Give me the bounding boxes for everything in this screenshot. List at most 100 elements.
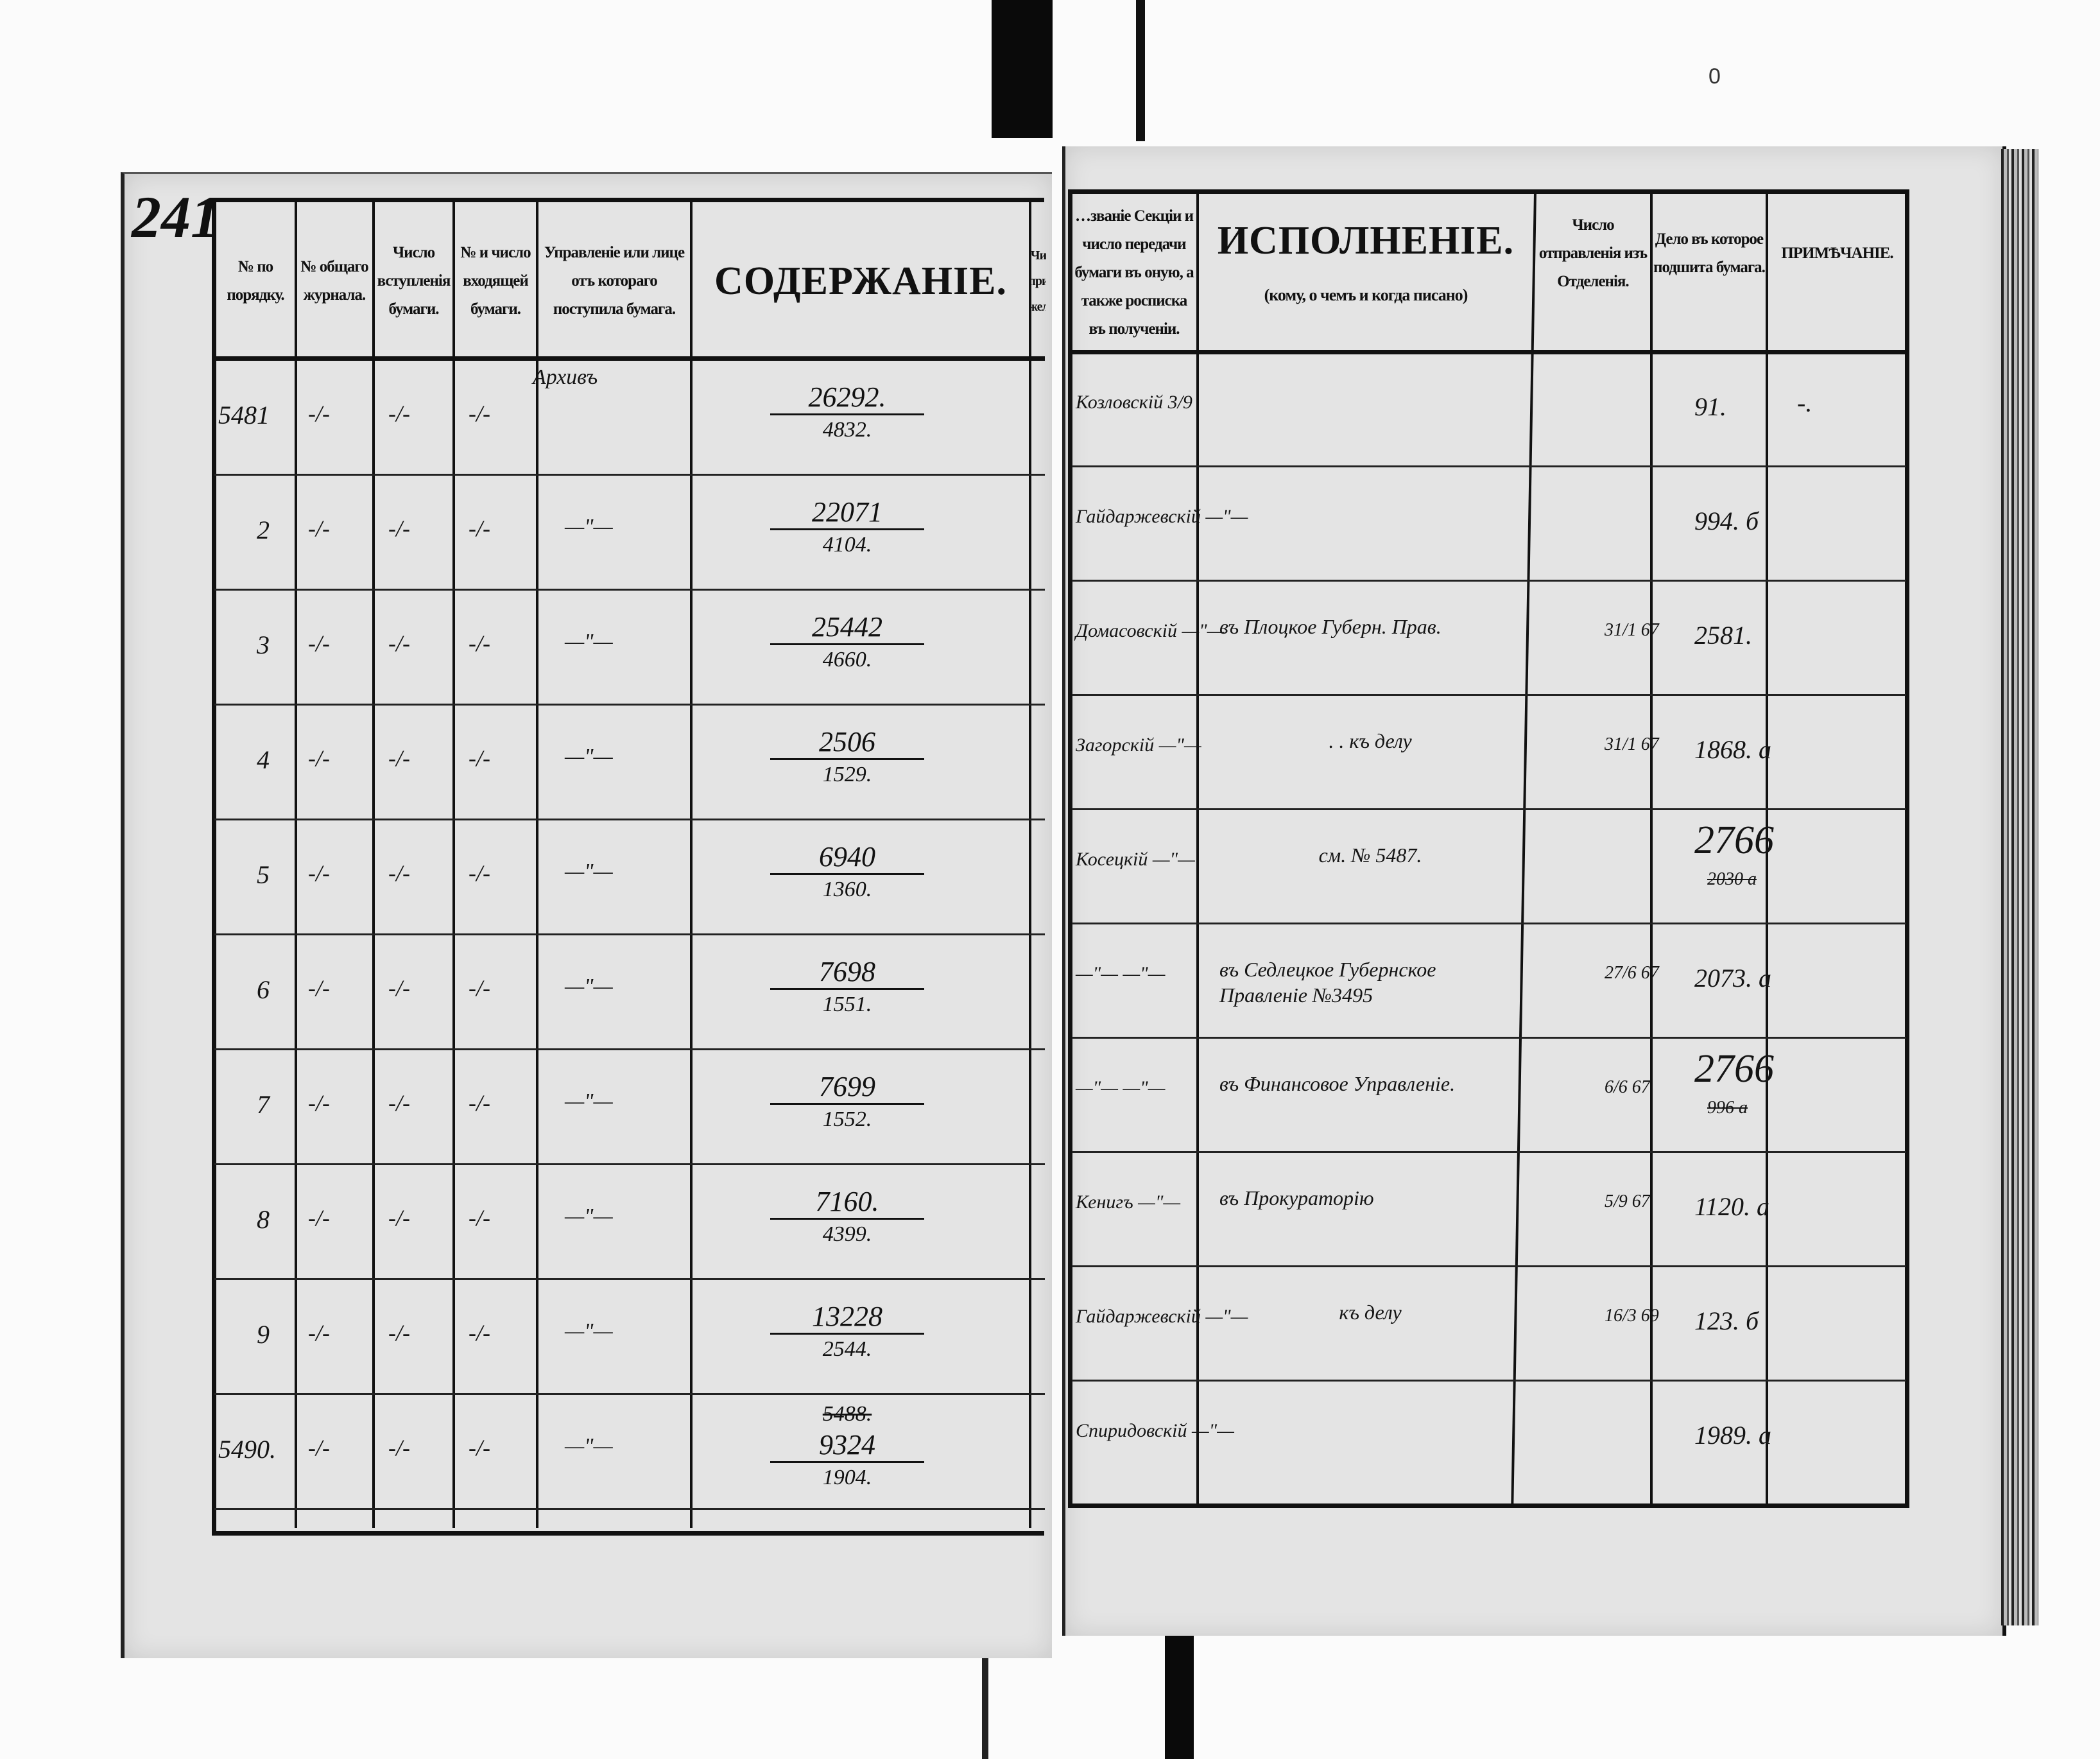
content-denominator: 1552. bbox=[822, 1107, 872, 1131]
row-section: Домасовскій —"— bbox=[1076, 620, 1225, 641]
header-note: ПРИМѢЧАНІЕ. bbox=[1781, 245, 1893, 262]
row-divider bbox=[1072, 465, 1906, 467]
row-section: Гайдаржевскій —"— bbox=[1076, 506, 1248, 527]
row-divider bbox=[214, 933, 1045, 935]
column-divider bbox=[295, 199, 297, 1528]
header-incoming-no: № и число входящей бумаги. bbox=[460, 243, 531, 318]
row-order-number: 7 bbox=[257, 1089, 270, 1119]
row-case-number: 1120. а bbox=[1694, 1192, 1770, 1221]
row-content-numbers: 22071 4104. bbox=[770, 496, 924, 560]
row-receipt-date: -/- bbox=[388, 1319, 410, 1346]
row-sender: —"— bbox=[565, 1089, 613, 1113]
row-execution: см. № 5487. bbox=[1318, 844, 1422, 867]
row-receipt-date: -/- bbox=[388, 975, 410, 1001]
row-section: Загорскій —"— bbox=[1076, 734, 1201, 756]
row-general-journal: -/- bbox=[308, 860, 330, 886]
row-general-journal: -/- bbox=[308, 1319, 330, 1346]
row-divider bbox=[1072, 923, 1906, 924]
content-numerator: 25442 bbox=[770, 611, 924, 645]
row-case-number: 2766 bbox=[1694, 1047, 1774, 1091]
row-execution: въ Седлецкое Губернское Правленіе №3495 bbox=[1219, 958, 1436, 1007]
header-partial: Чи при жел bbox=[1031, 248, 1046, 314]
column-divider bbox=[1196, 193, 1199, 1505]
row-sender: —"— bbox=[565, 1319, 613, 1343]
row-incoming-no: -/- bbox=[469, 1089, 490, 1116]
row-content-numbers: 7160. 4399. bbox=[770, 1186, 924, 1249]
column-divider bbox=[1029, 199, 1031, 1528]
content-numerator: 22071 bbox=[770, 496, 924, 530]
row-receipt-date: -/- bbox=[388, 1089, 410, 1116]
header-case: Дело въ которое подшита бумага. bbox=[1653, 230, 1766, 276]
row-case-number: 994. б bbox=[1694, 507, 1759, 535]
row-sender: —"— bbox=[565, 1434, 613, 1458]
row-content-numbers: 2506 1529. bbox=[770, 726, 924, 790]
content-numerator: 7698 bbox=[770, 956, 924, 990]
row-dispatch-date: 27/6 67 bbox=[1605, 963, 1659, 983]
content-denominator: 1551. bbox=[822, 992, 872, 1016]
row-case-number: 91. bbox=[1694, 392, 1726, 421]
left-table-frame bbox=[212, 198, 1044, 1536]
row-incoming-no: -/- bbox=[469, 745, 490, 771]
header-general-journal: № общаго журнала. bbox=[300, 257, 368, 304]
header-receipt-date: Число вступленія бумаги. bbox=[377, 243, 451, 318]
row-case-number: 2581. bbox=[1694, 621, 1752, 650]
row-divider bbox=[1072, 808, 1906, 810]
right-table-frame bbox=[1068, 189, 1909, 1508]
row-case-number: 2073. а bbox=[1694, 964, 1771, 992]
book-spine-shadow bbox=[1136, 0, 1145, 141]
row-incoming-no: -/- bbox=[469, 975, 490, 1001]
row-divider bbox=[214, 1048, 1045, 1050]
row-content-numbers: 7699 1552. bbox=[770, 1071, 924, 1134]
row-case-number: 1989. а bbox=[1694, 1421, 1771, 1450]
row-incoming-no: -/- bbox=[469, 1434, 490, 1460]
row-general-journal: -/- bbox=[308, 630, 330, 656]
row-divider bbox=[1072, 1380, 1906, 1382]
row-section: Гайдаржевскій —"— bbox=[1076, 1306, 1248, 1327]
row-dispatch-date: 6/6 67 bbox=[1605, 1077, 1650, 1097]
row-dispatch-date: 31/1 67 bbox=[1605, 734, 1659, 754]
row-sender: —"— bbox=[565, 859, 613, 883]
row-section: —"— —"— bbox=[1076, 963, 1166, 984]
folio-number: 241 bbox=[132, 184, 220, 250]
row-case-number: 2766 bbox=[1694, 819, 1774, 862]
row-sender: —"— bbox=[565, 744, 613, 768]
content-denominator: 2544. bbox=[822, 1337, 872, 1361]
content-numerator: 13228 bbox=[770, 1301, 924, 1335]
row-order-number: 9 bbox=[257, 1319, 270, 1349]
right-table-left-border bbox=[1068, 189, 1072, 1508]
row-divider bbox=[214, 1393, 1045, 1395]
header-divider bbox=[212, 356, 1045, 361]
content-numerator: 6940 bbox=[770, 841, 924, 875]
row-divider bbox=[1072, 1151, 1906, 1153]
content-numerator: 7699 bbox=[770, 1071, 924, 1105]
row-divider bbox=[1072, 694, 1906, 696]
row-divider bbox=[214, 474, 1045, 476]
book-spine-shadow bbox=[982, 1643, 988, 1759]
row-section: Спиридовскій —"— bbox=[1076, 1420, 1234, 1441]
row-receipt-date: -/- bbox=[388, 400, 410, 426]
row-execution: въ Плоцкое Губерн. Прав. bbox=[1219, 615, 1442, 638]
row-receipt-date: -/- bbox=[388, 630, 410, 656]
row-case-number: 123. б bbox=[1694, 1306, 1759, 1335]
row-divider bbox=[1072, 1265, 1906, 1267]
content-numerator: 26292. bbox=[770, 381, 924, 415]
row-content-numbers: 25442 4660. bbox=[770, 611, 924, 675]
row-divider bbox=[214, 1278, 1045, 1280]
content-struck-number: 5488. bbox=[822, 1401, 872, 1426]
row-order-number: 4 bbox=[257, 745, 270, 774]
row-receipt-date: -/- bbox=[388, 1204, 410, 1231]
column-divider bbox=[372, 199, 375, 1528]
row-general-journal: -/- bbox=[308, 1204, 330, 1231]
row-dispatch-date: 16/3 69 bbox=[1605, 1306, 1659, 1326]
book-spine-shadow bbox=[1165, 1618, 1194, 1759]
row-divider bbox=[214, 1163, 1045, 1165]
row-sender: Архивъ bbox=[533, 365, 598, 389]
row-receipt-date: -/- bbox=[388, 745, 410, 771]
row-incoming-no: -/- bbox=[469, 515, 490, 541]
row-incoming-no: -/- bbox=[469, 400, 490, 426]
row-divider bbox=[214, 589, 1045, 591]
row-execution: въ Финансовое Управленіе. bbox=[1219, 1072, 1456, 1095]
content-numerator: 7160. bbox=[770, 1186, 924, 1220]
header-execution-subtitle: (кому, о чемъ и когда писано) bbox=[1264, 286, 1468, 304]
header-execution: ИСПОЛНЕНІЕ. (кому, о чемъ и когда писано… bbox=[1199, 196, 1533, 350]
